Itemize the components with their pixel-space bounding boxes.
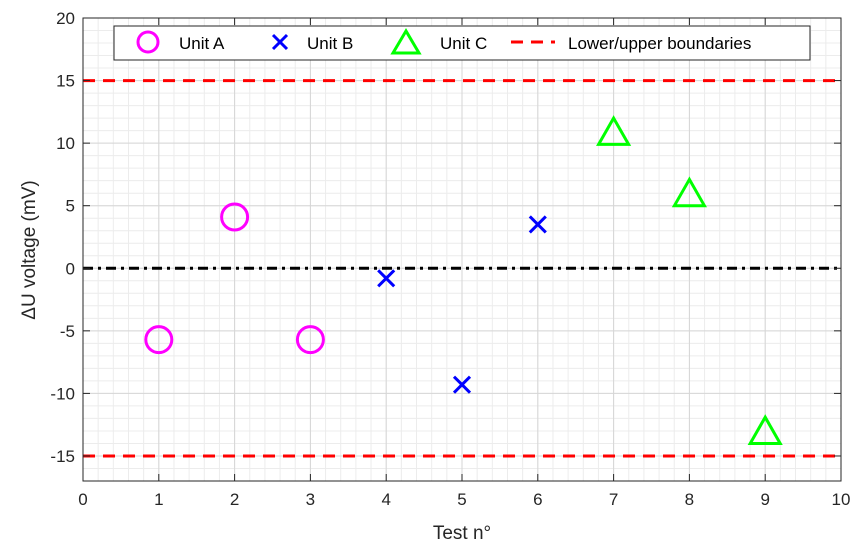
y-tick-label: -5 bbox=[60, 322, 75, 341]
y-tick-label: 15 bbox=[56, 72, 75, 91]
y-axis-label: ΔU voltage (mV) bbox=[19, 180, 40, 319]
x-tick-label: 2 bbox=[230, 490, 239, 509]
data-point-circle bbox=[144, 325, 174, 355]
data-point-circle bbox=[220, 202, 250, 232]
data-point-x-stroke bbox=[377, 269, 396, 288]
data-point-triangle bbox=[747, 414, 783, 445]
data-point-x bbox=[452, 375, 472, 394]
y-tick-label: 0 bbox=[66, 259, 75, 278]
x-tick-label: 5 bbox=[457, 490, 466, 509]
data-point-x-stroke bbox=[528, 215, 547, 234]
data-point-x-stroke bbox=[452, 375, 472, 394]
x-tick-label: 0 bbox=[78, 490, 87, 509]
legend-label-unit-b: Unit B bbox=[307, 34, 353, 53]
x-tick-label: 10 bbox=[832, 490, 851, 509]
data-markers bbox=[144, 115, 783, 445]
x-tick-label: 6 bbox=[533, 490, 542, 509]
data-point-triangle bbox=[671, 176, 707, 208]
x-tick-label: 3 bbox=[306, 490, 315, 509]
data-point-x bbox=[377, 269, 396, 288]
legend-label-boundaries: Lower/upper boundaries bbox=[568, 34, 751, 53]
y-axis-ticks: -15 -10 -5 0 5 10 15 20 bbox=[50, 9, 841, 466]
x-tick-label: 9 bbox=[760, 490, 769, 509]
legend-label-unit-c: Unit C bbox=[440, 34, 487, 53]
legend: Unit A Unit B Unit C Lower/upper boundar… bbox=[113, 25, 811, 61]
x-tick-label: 4 bbox=[381, 490, 390, 509]
x-tick-label: 7 bbox=[609, 490, 618, 509]
y-tick-label: 20 bbox=[56, 9, 75, 28]
legend-marker-unit-c bbox=[390, 28, 422, 55]
x-tick-label: 1 bbox=[154, 490, 163, 509]
data-point-x bbox=[528, 215, 547, 234]
x-axis-label: Test n° bbox=[433, 523, 491, 544]
legend-box bbox=[113, 25, 811, 61]
y-tick-label: 10 bbox=[56, 134, 75, 153]
legend-label-unit-a: Unit A bbox=[179, 34, 225, 53]
reference-lines bbox=[83, 79, 841, 458]
y-tick-label: 5 bbox=[66, 197, 75, 216]
x-axis-ticks: 0 1 2 3 4 5 6 7 8 9 10 bbox=[78, 18, 850, 509]
x-tick-label: 8 bbox=[685, 490, 694, 509]
legend-marker-unit-b bbox=[271, 33, 289, 51]
legend-marker-unit-a bbox=[136, 30, 160, 54]
data-point-triangle bbox=[596, 115, 632, 146]
y-tick-label: -15 bbox=[50, 447, 75, 466]
major-grid bbox=[82, 17, 842, 481]
data-point-circle bbox=[295, 325, 325, 355]
y-tick-label: -10 bbox=[50, 384, 75, 403]
